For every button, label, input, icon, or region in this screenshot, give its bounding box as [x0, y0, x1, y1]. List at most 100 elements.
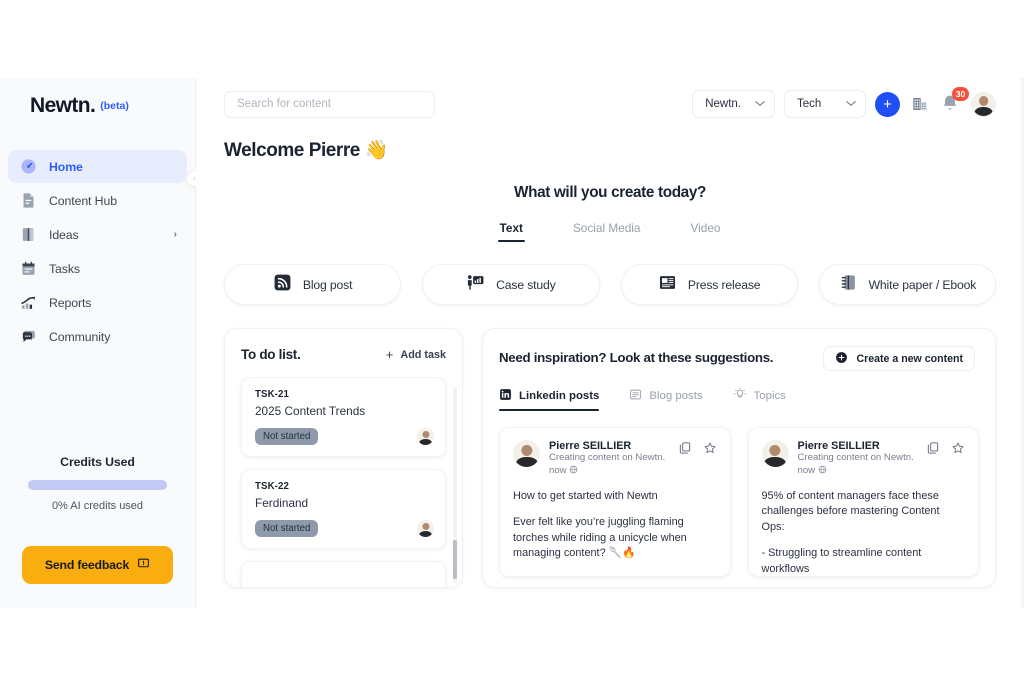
calendar-icon	[20, 260, 37, 277]
credits-title: Credits Used	[60, 455, 135, 469]
post-meta: Pierre SEILLIER Creating content on Newt…	[549, 440, 665, 478]
content-type-label: Blog post	[302, 277, 353, 292]
content-type-label: White paper / Ebook	[868, 277, 977, 292]
create-new-content-label: Create a new content	[856, 352, 963, 365]
newspaper-icon	[658, 273, 677, 297]
post-author: Pierre SEILLIER	[549, 440, 632, 452]
post-author: Pierre SEILLIER	[797, 440, 880, 452]
suggestions-header: Need inspiration? Look at these suggesti…	[483, 329, 995, 371]
feedback-book-icon	[137, 557, 150, 573]
suggestion-posts: Pierre SEILLIER Creating content on Newt…	[483, 411, 995, 577]
plus-icon: +	[385, 347, 394, 362]
chevron-left-glyph: ‹	[193, 173, 196, 183]
todo-scrollbar-thumb[interactable]	[453, 539, 457, 580]
chevron-right-icon[interactable]: ›	[173, 229, 177, 240]
task-card[interactable]: TSK-22 Ferdinand Not started	[241, 469, 446, 549]
post-paragraph: 95% of content managers face these chall…	[761, 489, 940, 533]
content-type-case-study[interactable]: Case study	[422, 264, 600, 305]
avatar-head	[978, 96, 989, 107]
sidebar-bottom-spacer	[0, 584, 195, 608]
avatar-head	[769, 444, 781, 456]
user-avatar[interactable]	[971, 91, 996, 117]
post-body: How to get started with Newtn Ever felt …	[513, 489, 717, 562]
search-field-wrapper	[224, 90, 435, 118]
tab-label: Video	[690, 221, 721, 235]
task-name: 2025 Content Trends	[255, 404, 366, 418]
tab-video[interactable]: Video	[690, 221, 720, 242]
suggestion-tabs: Linkedin posts Blog posts Topics	[483, 371, 995, 411]
plus-icon: +	[883, 95, 892, 113]
tab-topics[interactable]: Topics	[733, 387, 786, 411]
tab-blog-posts[interactable]: Blog posts	[629, 387, 703, 411]
building-icon[interactable]	[909, 93, 931, 115]
presentation-person-icon	[466, 273, 485, 297]
document-lines-icon	[20, 192, 37, 209]
post-headline: Creating content on Newtn.	[797, 452, 914, 463]
add-content-button[interactable]: +	[875, 91, 900, 117]
sidebar-item-label: Home	[49, 159, 83, 174]
status-badge: Not started	[255, 428, 319, 445]
sidebar-item-reports[interactable]: Reports	[8, 286, 187, 319]
tab-label: Social Media	[572, 221, 641, 235]
star-icon[interactable]	[951, 441, 965, 478]
tab-text[interactable]: Text	[497, 221, 526, 242]
brand-logo[interactable]: Newtn. (beta)	[0, 78, 195, 134]
sidebar-item-home[interactable]: Home	[8, 150, 187, 183]
content-type-blog-post[interactable]: Blog post	[224, 264, 402, 305]
workspace-select[interactable]: Newtn.	[692, 90, 775, 118]
tab-linkedin-posts[interactable]: Linkedin posts	[499, 387, 600, 411]
category-select[interactable]: Tech	[784, 90, 866, 118]
tab-label: Text	[499, 221, 523, 235]
star-icon[interactable]	[703, 441, 717, 478]
task-id: TSK-22	[255, 481, 289, 492]
sidebar-nav: Home Content Hub Ideas › Tasks	[0, 150, 195, 354]
task-id: TSK-21	[255, 389, 289, 400]
article-icon	[629, 388, 642, 404]
main-content: Newtn. Tech +	[196, 78, 1024, 608]
content-type-label: Press release	[687, 277, 761, 292]
todo-list[interactable]: TSK-21 2025 Content Trends Not started T…	[225, 377, 462, 587]
notifications-button[interactable]: 30	[940, 87, 969, 115]
credits-subtitle: 0% AI credits used	[51, 500, 144, 512]
lightbulb-icon	[733, 387, 747, 404]
workspace-select-value: Newtn.	[705, 98, 741, 110]
post-body: 95% of content managers face these chall…	[761, 489, 966, 576]
notification-badge: 30	[952, 87, 969, 101]
post-headline: Creating content on Newtn.	[549, 452, 666, 463]
content-format-tabs: Text Social Media Video	[196, 221, 1024, 242]
sidebar-item-content-hub[interactable]: Content Hub	[8, 184, 187, 217]
suggestion-post-card[interactable]: Pierre SEILLIER Creating content on Newt…	[499, 427, 731, 577]
copy-icon[interactable]	[678, 441, 692, 478]
sidebar-item-tasks[interactable]: Tasks	[8, 252, 187, 285]
spiral-book-icon	[839, 273, 858, 297]
globe-icon	[569, 465, 578, 476]
tab-social-media[interactable]: Social Media	[573, 221, 641, 242]
suggestion-post-card[interactable]: Pierre SEILLIER Creating content on Newt…	[747, 427, 979, 577]
avatar-head	[421, 522, 430, 530]
todo-title: To do list.	[241, 347, 301, 362]
suggestions-title: Need inspiration? Look at these suggesti…	[499, 350, 774, 365]
sidebar-item-label: Community	[49, 329, 111, 344]
sidebar-item-label: Tasks	[49, 261, 80, 276]
content-type-press-release[interactable]: Press release	[620, 264, 798, 305]
task-card[interactable]: TSK-21 2025 Content Trends Not started	[241, 377, 446, 457]
tab-label: Linkedin posts	[519, 389, 600, 402]
sidebar-item-community[interactable]: Community	[8, 320, 187, 353]
task-name: Ferdinand	[255, 496, 309, 510]
post-time: now	[549, 464, 567, 476]
add-task-button[interactable]: + Add task	[386, 347, 446, 362]
post-actions	[926, 440, 965, 478]
todo-scrollbar[interactable]	[453, 387, 457, 583]
sidebar-item-ideas[interactable]: Ideas ›	[8, 218, 187, 251]
content-type-white-paper-ebook[interactable]: White paper / Ebook	[818, 264, 996, 305]
brand-name: Newtn.	[30, 94, 96, 117]
linkedin-icon	[499, 388, 512, 404]
copy-icon[interactable]	[926, 441, 940, 478]
avatar-body	[763, 456, 787, 467]
task-card[interactable]	[241, 561, 446, 587]
page-scrollbar[interactable]	[1021, 78, 1024, 608]
tab-label: Topics	[753, 389, 786, 402]
create-new-content-button[interactable]: Create a new content	[823, 346, 975, 371]
send-feedback-button[interactable]: Send feedback	[22, 546, 173, 584]
search-input[interactable]	[224, 90, 435, 118]
